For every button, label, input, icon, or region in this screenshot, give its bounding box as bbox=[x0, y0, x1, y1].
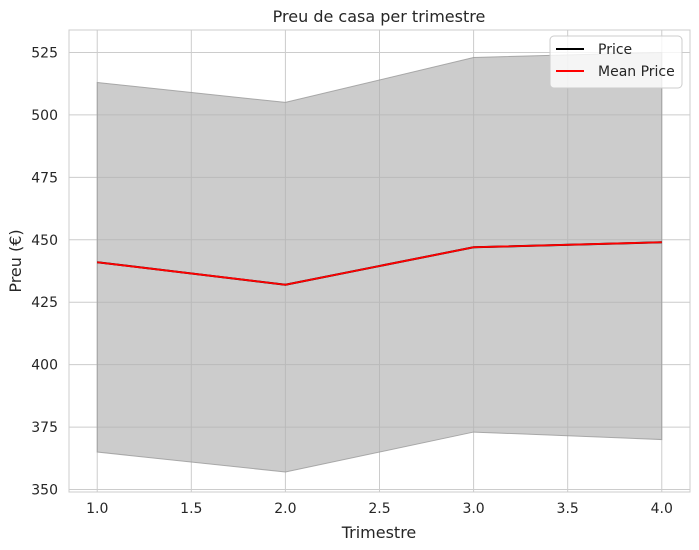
x-tick-label: 1.5 bbox=[180, 501, 202, 517]
y-tick-label: 525 bbox=[31, 45, 58, 61]
y-tick-label: 450 bbox=[31, 233, 58, 249]
series-layer bbox=[97, 241, 662, 286]
y-tick-label: 350 bbox=[31, 483, 58, 499]
chart-title: Preu de casa per trimestre bbox=[273, 7, 486, 26]
x-tick-label: 2.0 bbox=[274, 501, 296, 517]
series-line-mean-price bbox=[97, 241, 662, 286]
x-tick-label: 3.5 bbox=[557, 501, 579, 517]
x-tick-label: 2.5 bbox=[368, 501, 390, 517]
y-tick-label: 425 bbox=[31, 295, 58, 311]
y-tick-label: 500 bbox=[31, 108, 58, 124]
y-axis-title: Preu (€) bbox=[6, 229, 25, 292]
legend: Price Mean Price bbox=[549, 35, 683, 89]
x-tick-label: 1.0 bbox=[86, 501, 108, 517]
confidence-band-layer bbox=[96, 51, 663, 473]
x-axis-title: Trimestre bbox=[341, 523, 417, 542]
legend-label-mean-price: Mean Price bbox=[598, 64, 675, 80]
y-tick-label: 400 bbox=[31, 358, 58, 374]
legend-label-price: Price bbox=[598, 42, 632, 58]
confidence-band bbox=[96, 51, 663, 473]
y-tick-labels: 350 375 400 425 450 475 500 525 bbox=[31, 45, 58, 498]
y-tick-label: 475 bbox=[31, 170, 58, 186]
x-tick-label: 4.0 bbox=[651, 501, 673, 517]
x-tick-label: 3.0 bbox=[462, 501, 484, 517]
x-tick-labels: 1.0 1.5 2.0 2.5 3.0 3.5 4.0 bbox=[86, 501, 673, 517]
y-tick-label: 375 bbox=[31, 420, 58, 436]
